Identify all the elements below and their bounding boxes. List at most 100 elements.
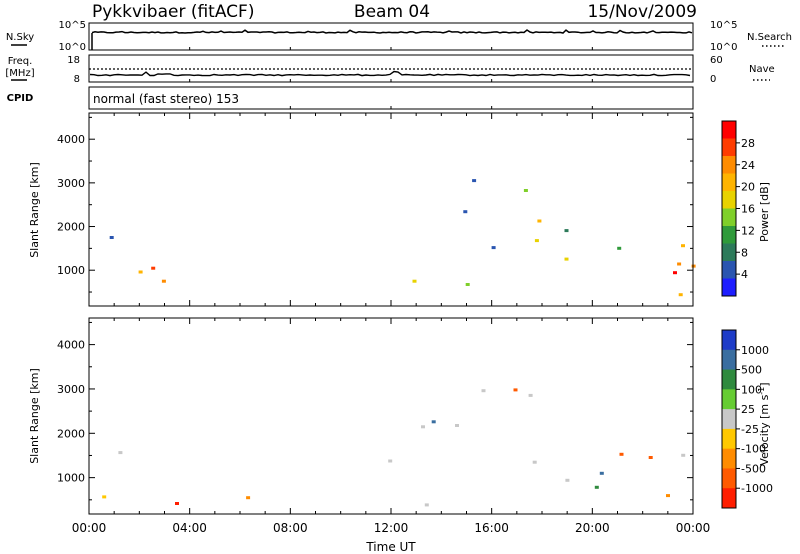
heatmap-cell [564,229,569,233]
nsky-line [91,29,693,34]
x-tick-labels: 00:00 04:00 08:00 12:00 16:00 20:00 00:00 [72,521,711,535]
nave-tick-low: 0 [710,74,716,85]
heatmap-cell [246,496,251,500]
colorbar-tick-label: -100 [741,443,766,456]
colorbar-tick-label: -1000 [741,482,773,495]
colorbar-swatch [722,409,736,430]
velocity-colorbar-label: Velocity [m s-1] [757,382,771,465]
velocity-colorbar: Velocity [m s-1] 1000 500 100 25 -25 -100 -500… [721,329,773,509]
freq-tick-high: 18 [67,55,80,66]
colorbar-swatch [722,173,736,192]
beam-title: Beam 04 [354,2,430,22]
power-colorbar: Power [dB] 28 24 20 16 12 8 4 [721,120,771,297]
colorbar-tick-label: 100 [741,383,762,396]
date-title: 15/Nov/2009 [587,2,697,22]
velocity-panel: 1000 2000 3000 4000 Slant Range [km] [28,317,694,515]
heatmap-cell [102,495,107,499]
colorbar-swatch [722,428,736,450]
colorbar-swatch [722,349,736,371]
heatmap-cell [472,179,477,183]
heatmap-cell [594,485,599,489]
velocity-ylabel: Slant Range [km] [28,368,41,464]
heatmap-cell [455,424,459,427]
power-yticks: 1000 2000 3000 4000 [57,116,693,293]
heatmap-cell [532,460,537,464]
freq-tick-low: 8 [74,74,80,85]
power-colorbar-label: Power [dB] [758,182,771,242]
power-frame [88,112,694,307]
station-title: Pykkvibaer (fitACF) [92,2,254,22]
x-tick-label: 16:00 [474,521,509,535]
colorbar-tick-label: 24 [741,159,755,172]
heatmap-cell [666,494,670,498]
nave-label: Nave [749,64,775,75]
colorbar-swatch [722,389,736,410]
heatmap-cell [681,244,685,248]
colorbar-frame [721,329,737,509]
colorbar-tick-label: 16 [741,203,755,216]
heatmap-cell [564,257,569,261]
x-tick-label: 08:00 [273,521,308,535]
cpid-strip: CPID normal (fast stereo) 153 [7,86,694,110]
y-tick-label: 1000 [57,472,85,485]
heatmap-cell [678,293,683,297]
heatmap-cell [424,503,429,507]
heatmap-cell [673,271,677,275]
x-tick-label: 04:00 [172,521,207,535]
colorbar-swatch [722,208,736,227]
x-tick-label: 00:00 [72,521,107,535]
heatmap-cell [161,279,166,283]
header: Pykkvibaer (fitACF) Beam 04 15/Nov/2009 [92,2,697,22]
heatmap-cell [151,266,156,270]
colorbar-tick-label: 1000 [741,344,769,357]
heatmap-cell [648,456,653,459]
power-xticks [88,113,694,306]
colorbar-swatch [722,261,736,279]
heatmap-cell [118,451,123,455]
freq-units: [MHz] [5,68,34,79]
heatmap-cell [691,264,696,268]
heatmap-cell [463,210,468,214]
colorbar-swatch [722,330,736,351]
power-panel: 1000 2000 3000 4000 Slant Range [km] [28,112,696,307]
heatmap-cell [175,502,179,505]
cpid-text: normal (fast stereo) 153 [93,92,239,106]
heatmap-cell [619,452,624,456]
colorbar-tick-label: -25 [741,423,759,436]
nave-tick-high: 60 [710,55,723,66]
colorbar-swatch [722,191,736,209]
colorbar-tick-label: 20 [741,181,755,194]
x-tick-label: 12:00 [374,521,409,535]
colorbar-swatch [722,369,736,390]
colorbar-swatch [722,121,736,139]
heatmap-cell [412,279,417,283]
velocity-frame [88,317,694,515]
velocity-yticks: 1000 2000 3000 4000 [57,321,693,501]
nsearch-tick-low: 10^0 [710,42,737,53]
heatmap-cell [599,471,604,475]
colorbar-swatch [722,488,736,509]
y-tick-label: 3000 [57,383,85,396]
power-ylabel: Slant Range [km] [28,162,41,258]
freq-strip: Freq. [MHz] 18 8 60 0 Nave [5,54,775,85]
colorbar-tick-label: 500 [741,364,762,377]
colorbar-swatch [722,138,736,157]
heatmap-cell [528,393,533,397]
nsky-strip: N.Sky 10^5 10^0 10^5 10^0 N.Search [6,20,792,53]
colorbar-swatch [722,278,736,297]
y-tick-label: 2000 [57,221,85,234]
colorbar-tick-label: 8 [741,246,748,259]
heatmap-cell [491,246,496,250]
nsearch-label: N.Search [747,32,792,43]
x-tick-label: 20:00 [575,521,610,535]
colorbar-swatch [722,448,736,469]
velocity-label-text: Velocity [758,422,771,466]
heatmap-cell [481,389,486,393]
colorbar-tick-label: 4 [741,268,748,281]
colorbar-swatch [722,156,736,174]
velocity-label-exp: -1 [757,387,766,395]
nsky-tick-high: 10^5 [59,20,86,31]
nsearch-tick-high: 10^5 [710,20,737,31]
y-tick-label: 1000 [57,264,85,277]
